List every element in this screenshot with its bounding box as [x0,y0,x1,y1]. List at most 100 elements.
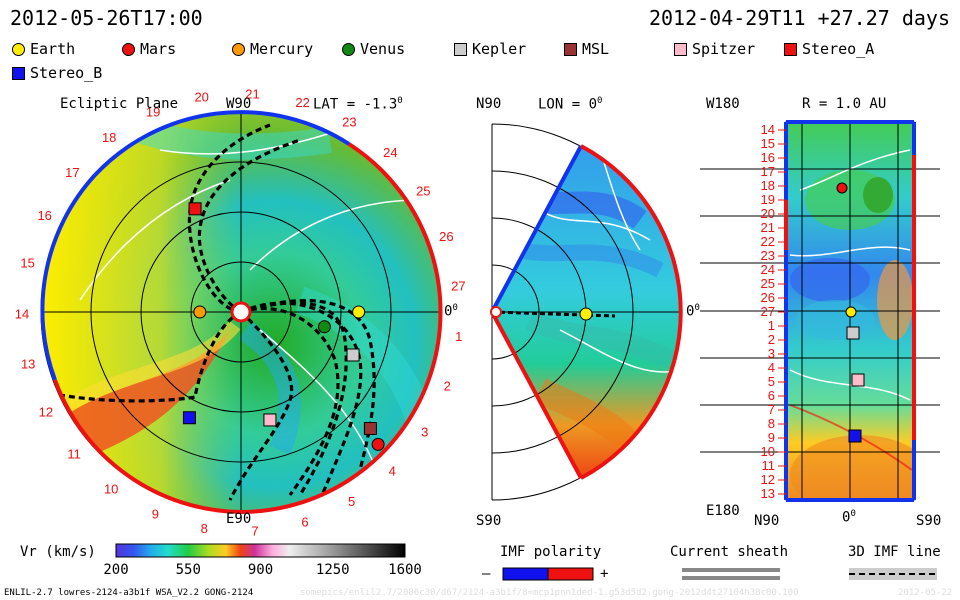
radial-y-label: 23 [761,248,775,263]
carrington-label: 24 [383,145,397,160]
colorbar-tick: 900 [247,562,274,578]
carrington-label: 8 [201,521,208,536]
carrington-label: 4 [389,463,396,478]
radial-y-label: 26 [761,290,775,305]
legend-item-stereo-b: Stereo_B [12,64,102,82]
radial-y-label: 17 [761,164,775,179]
kepler-radial-marker [846,326,860,340]
current-sheath-title: Current sheath [670,544,789,560]
legend-label: MSL [582,40,610,58]
radial-x-mid: 00 [842,509,856,526]
legend-item-stereo-a: Stereo_A [784,40,874,58]
carrington-label: 12 [39,404,53,419]
mars-radial-marker [836,182,848,194]
imf-plus-label: + [600,566,609,582]
carrington-label: 26 [439,229,453,244]
earth-marker-meridional [579,307,593,321]
mars-marker [371,437,385,451]
spitzer-radial-marker [851,373,865,387]
radial-y-label: 3 [768,346,775,361]
ecliptic-top-label: W90 [226,96,252,112]
carrington-label: 13 [21,357,35,372]
legend-item-earth: Earth [12,40,75,58]
carrington-label: 2 [444,379,451,394]
velocity-colorbar [115,543,406,558]
msl-swatch [564,42,577,56]
radial-y-label: 11 [762,458,776,473]
carrington-label: 19 [146,104,160,119]
imf-line-title: 3D IMF line [848,544,941,560]
carrington-label: 22 [295,95,309,110]
legend-item-mars: Mars [122,40,176,58]
radial-y-label: 10 [761,444,775,459]
radial-x-left: N90 [754,513,780,529]
ecliptic-bottom-label: E90 [226,511,252,527]
meridional-panel [490,123,683,501]
footer-right: 2012-05-22 [898,588,953,598]
legend-item-msl: MSL [564,40,609,58]
radial-y-label: 24 [761,262,775,277]
stereo-a-marker [188,202,202,216]
carrington-label: 25 [416,184,430,199]
radial-y-label: 20 [761,206,775,221]
legend-label: Venus [360,40,406,58]
carrington-label: 21 [245,86,259,101]
radial-y-label: 9 [768,430,775,445]
carrington-label: 17 [65,165,79,180]
footer-middle: somepics/enlil2.7/2086c30/d67/2124-a3b1f… [300,588,799,598]
carrington-label: 1 [455,329,462,344]
carrington-label: 16 [37,208,51,223]
radial-y-label: 22 [761,234,775,249]
footer-left: ENLIL-2.7 lowres-2124-a3b1f WSA_V2.2 GON… [4,588,254,598]
earth-marker [352,305,366,319]
mercury-swatch [232,42,245,56]
stereo-a-swatch [784,42,797,56]
radial-y-label: 16 [761,150,775,165]
carrington-label: 14 [15,306,29,321]
radial-y-label: 18 [761,178,775,193]
carrington-label: 6 [301,514,308,529]
legend-label: Stereo_B [30,64,103,82]
earth-radial-marker [845,306,857,318]
spitzer-swatch [674,42,687,56]
radial-y-label: 19 [761,192,775,207]
radial-panel: 1415161718192021222324252627123456789101… [700,120,940,502]
legend-label: Stereo_A [802,40,875,58]
stereo-b-swatch [12,66,25,80]
venus-marker [317,320,331,334]
radial-bottom-label: E180 [706,503,740,519]
carrington-label: 10 [104,481,118,496]
radial-radius: R = 1.0 AU [802,96,887,112]
legend-label: Mars [140,40,177,58]
radial-y-label: 7 [768,402,775,417]
legend-label: Kepler [472,40,527,58]
carrington-label: 11 [67,447,81,462]
radial-y-label: 21 [761,220,775,235]
radial-y-label: 1 [768,318,775,333]
mercury-marker [193,305,207,319]
spitzer-marker [263,413,277,427]
radial-y-label: 14 [761,122,775,137]
stereo-b-marker [182,411,196,425]
radial-y-label: 6 [768,388,775,403]
meridional-top-label: N90 [476,96,502,112]
right-info: 2012-04-29T11 +27.27 days [648,6,950,30]
carrington-label: 3 [421,424,428,439]
legend-label: Earth [30,40,76,58]
imf-minus-label: – [482,566,491,582]
legend-item-venus: Venus [342,40,405,58]
sun-marker [230,301,252,323]
radial-x-right: S90 [916,513,942,529]
imf-positive-swatch [547,567,594,581]
earth-swatch [12,42,25,56]
radial-y-label: 13 [761,486,775,501]
ecliptic-lat: LAT = -1.30 [313,96,403,113]
legend-item-mercury: Mercury [232,40,313,58]
imf-polarity-title: IMF polarity [500,544,602,560]
meridional-bottom-label: S90 [476,513,502,529]
radial-y-label: 15 [761,136,775,151]
carrington-label: 15 [20,256,34,271]
meridional-lon: LON = 00 [538,96,603,113]
